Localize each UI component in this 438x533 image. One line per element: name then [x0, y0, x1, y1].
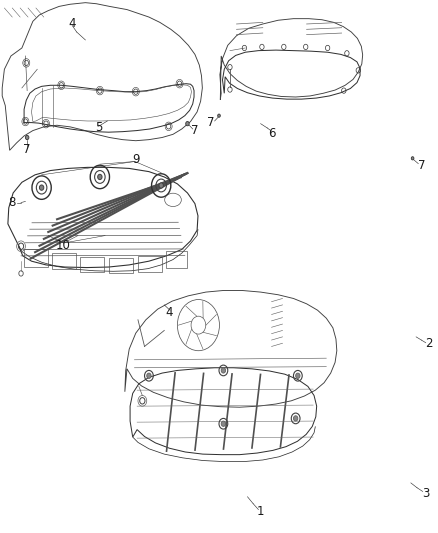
Text: 1: 1 [257, 505, 265, 518]
Text: 2: 2 [425, 337, 433, 350]
Circle shape [221, 368, 226, 373]
Text: 5: 5 [95, 122, 102, 134]
Circle shape [25, 135, 29, 140]
Circle shape [147, 373, 151, 378]
Text: 4: 4 [68, 17, 76, 30]
Circle shape [218, 114, 220, 117]
Circle shape [186, 122, 189, 126]
Bar [52, 253, 76, 269]
Bar [138, 256, 162, 272]
Bar [24, 249, 48, 266]
Text: 10: 10 [56, 239, 71, 252]
Text: 6: 6 [268, 127, 276, 140]
Text: 7: 7 [417, 159, 425, 172]
Text: 8: 8 [9, 196, 16, 209]
Bar [166, 251, 187, 268]
Text: 3: 3 [422, 487, 429, 499]
Circle shape [411, 157, 414, 160]
Text: 7: 7 [23, 143, 31, 156]
Circle shape [98, 174, 102, 180]
Text: 4: 4 [165, 306, 173, 319]
Circle shape [39, 185, 44, 190]
Text: 7: 7 [191, 124, 199, 137]
Text: 7: 7 [207, 116, 215, 129]
Circle shape [296, 373, 300, 378]
Circle shape [221, 421, 226, 426]
Bar [80, 257, 104, 272]
Circle shape [293, 416, 298, 421]
Text: 9: 9 [132, 154, 140, 166]
Circle shape [159, 183, 163, 188]
Bar [109, 258, 133, 273]
